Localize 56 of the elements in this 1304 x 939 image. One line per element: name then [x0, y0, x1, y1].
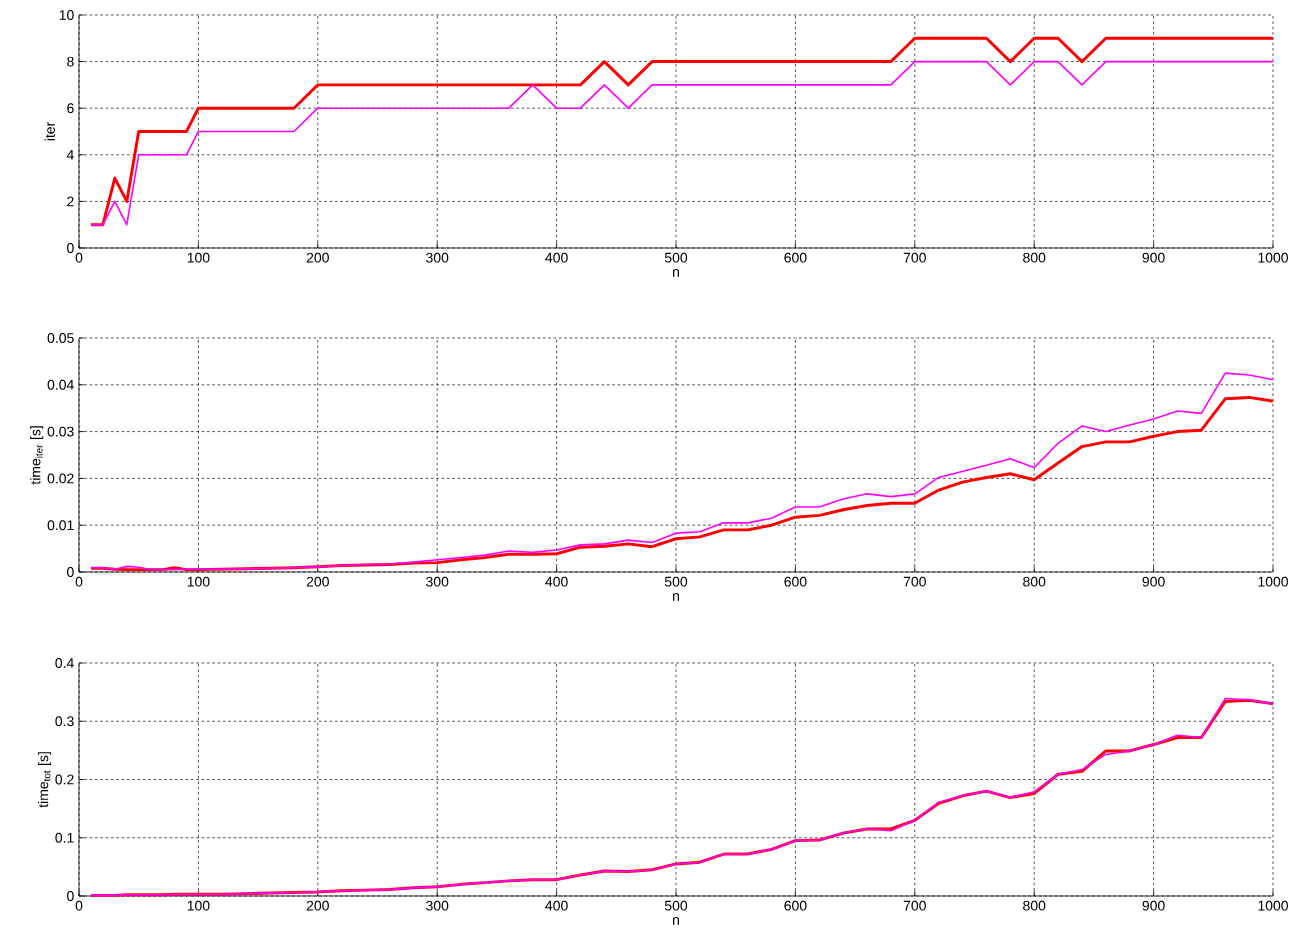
x-tick-label: 900	[1142, 576, 1165, 587]
x-axis-title: n	[673, 593, 679, 601]
x-tick-label: 100	[187, 252, 210, 263]
x-tick-label: 800	[1023, 252, 1046, 263]
x-tick-label: 200	[306, 576, 329, 587]
x-tick-label: 800	[1023, 576, 1046, 587]
x-tick-label: 0	[75, 900, 83, 911]
x-tick-label: 500	[664, 252, 688, 263]
x-tick-label: 600	[784, 576, 807, 587]
x-tick-label: 500	[664, 900, 688, 911]
x-tick-label: 500	[664, 576, 688, 587]
y-tick-label: 0.1	[55, 832, 74, 843]
y-tick-label: 0	[67, 891, 74, 901]
x-tick-label: 700	[903, 900, 926, 911]
y-tick-label: 0.01	[47, 520, 74, 531]
y-tick-label: 0.02	[47, 473, 74, 484]
x-axis-title: n	[673, 917, 679, 925]
x-tick-label: 1000	[1258, 900, 1289, 911]
y-tick-label: 0	[67, 567, 74, 577]
x-tick-label: 100	[187, 900, 210, 911]
y-tick-label: 0.2	[55, 774, 74, 785]
y-tick-label: 8	[67, 56, 74, 67]
y-tick-label: 6	[67, 103, 74, 114]
y-tick-label: 10	[59, 10, 74, 20]
x-tick-label: 700	[903, 252, 926, 263]
y-tick-label: 0.03	[47, 426, 74, 437]
x-tick-label: 900	[1142, 252, 1165, 263]
x-tick-label: 800	[1023, 900, 1046, 911]
x-tick-label: 400	[545, 252, 568, 263]
x-tick-label: 1000	[1258, 252, 1289, 263]
x-tick-label: 600	[784, 900, 807, 911]
x-tick-label: 100	[187, 576, 210, 587]
y-tick-label: 0	[67, 243, 74, 253]
y-axis-title: time$_{tot}$ [s]	[37, 752, 52, 808]
x-tick-label: 900	[1142, 900, 1165, 911]
x-axis-title: n	[673, 269, 679, 277]
y-tick-label: 0.04	[47, 379, 74, 390]
x-tick-label: 0	[75, 252, 83, 263]
y-tick-label: 0.3	[55, 716, 74, 727]
x-tick-label: 200	[306, 900, 329, 911]
x-tick-label: 0	[75, 576, 83, 587]
x-tick-label: 300	[426, 576, 449, 587]
x-tick-label: 700	[903, 576, 926, 587]
x-tick-label: 400	[545, 900, 568, 911]
x-tick-label: 300	[426, 252, 449, 263]
y-tick-label: 0.4	[55, 658, 74, 668]
y-tick-label: 2	[67, 196, 74, 207]
y-tick-label: 0.05	[47, 333, 74, 343]
x-tick-label: 400	[545, 576, 568, 587]
y-axis-title: iter	[44, 122, 55, 141]
x-tick-label: 600	[784, 252, 807, 263]
x-tick-label: 300	[426, 900, 449, 911]
x-tick-label: 1000	[1258, 576, 1289, 587]
y-tick-label: 4	[66, 149, 74, 160]
y-axis-title: time$_{iter}$ [s]	[30, 426, 44, 485]
x-tick-label: 200	[306, 252, 329, 263]
